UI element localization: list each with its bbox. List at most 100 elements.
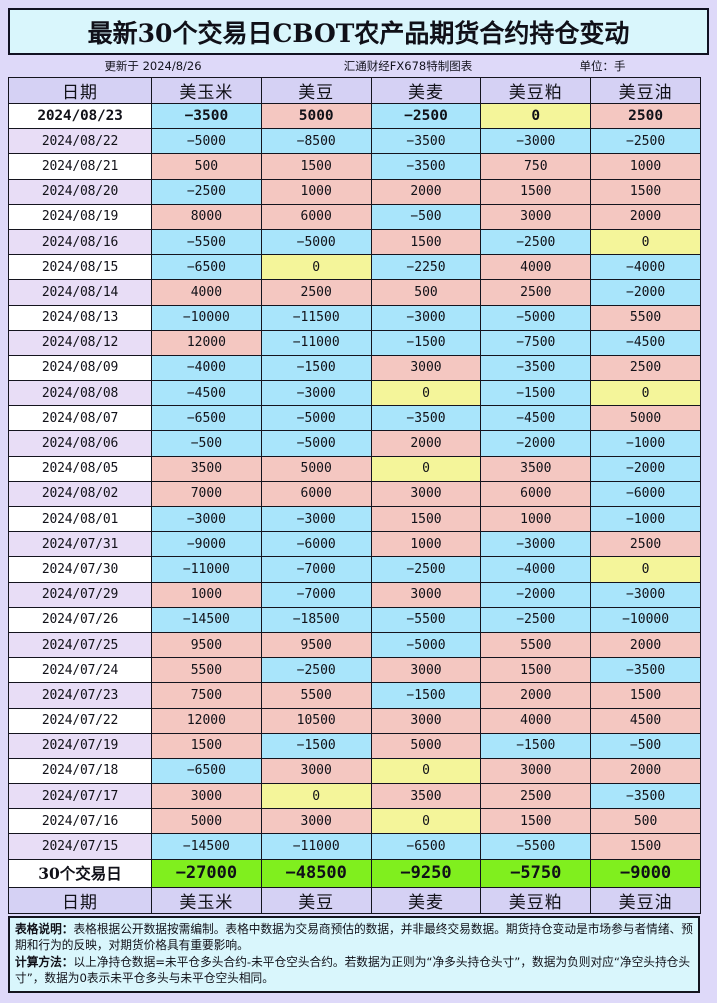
table-row: 2024/08/16 −5500 −5000 1500 −2500 0 [8, 228, 701, 256]
column-footer-date: 日期 [8, 886, 152, 914]
cell-soybean: 0 [260, 783, 372, 810]
note-description-text: 表格根据公开数据按需编制。表格中数据为交易商预估的数据，并非最终交易数据。期货持… [15, 921, 693, 953]
cell-soymeal: 2500 [480, 783, 592, 810]
cell-soyoil: −6000 [590, 480, 701, 508]
table-row: 2024/08/01 −3000 −3000 1500 1000 −1000 [8, 505, 701, 533]
cell-soymeal: 5500 [480, 631, 592, 659]
cell-wheat: 3500 [370, 783, 482, 810]
cell-wheat: −1500 [370, 682, 482, 709]
cell-date: 2024/07/15 [8, 833, 152, 860]
cell-soymeal: −2500 [480, 606, 592, 633]
table-row: 2024/07/23 7500 5500 −1500 2000 1500 [8, 682, 701, 709]
cell-date: 2024/07/17 [8, 783, 152, 810]
table-row: 2024/07/22 12000 10500 3000 4000 4500 [8, 707, 701, 734]
cell-soybean: −1500 [260, 732, 372, 759]
cell-soybean: 1500 [260, 153, 372, 180]
cell-date: 2024/08/06 [8, 430, 152, 457]
cell-corn: 7500 [151, 682, 262, 709]
table-row: 2024/07/24 5500 −2500 3000 1500 −3500 [8, 657, 701, 684]
table-row: 2024/08/12 12000 −11000 −1500 −7500 −4500 [8, 329, 701, 356]
table-header-row-top: 日期 美玉米 美豆 美麦 美豆粕 美豆油 [8, 77, 701, 104]
cell-date: 2024/08/13 [8, 304, 152, 331]
table-row: 2024/08/15 −6500 0 −2250 4000 −4000 [8, 254, 701, 281]
cell-corn: 12000 [151, 329, 262, 356]
cell-corn: −5500 [151, 228, 262, 256]
column-header-soymeal: 美豆粕 [480, 77, 592, 104]
cell-corn: 1000 [151, 581, 262, 608]
note-description-label: 表格说明： [15, 921, 74, 936]
cell-soybean: −1500 [260, 354, 372, 382]
cell-soymeal: −4500 [480, 405, 592, 432]
cell-date: 2024/08/01 [8, 505, 152, 533]
cell-soyoil: 4500 [590, 707, 701, 734]
cell-soymeal: −2000 [480, 581, 592, 608]
cell-corn: −500 [151, 430, 262, 457]
table-row: 2024/08/08 −4500 −3000 0 −1500 0 [8, 380, 701, 407]
cell-soybean: −7000 [260, 556, 372, 583]
cell-corn: −9000 [151, 531, 262, 558]
summary-soyoil: −9000 [590, 858, 701, 888]
cell-soybean: −5000 [260, 430, 372, 457]
cell-wheat: 3000 [370, 657, 482, 684]
updated-date: 更新于 2024/8/26 [104, 59, 202, 73]
table-row: 2024/08/23 −3500 5000 −2500 0 2500 [8, 102, 701, 130]
cell-corn: 5500 [151, 657, 262, 684]
cell-soyoil: 5000 [590, 405, 701, 432]
cell-soymeal: −3000 [480, 128, 592, 155]
table-row: 2024/07/26 −14500 −18500 −5500 −2500 −10000 [8, 606, 701, 633]
cell-soymeal: 3000 [480, 757, 592, 785]
cell-date: 2024/08/02 [8, 480, 152, 508]
cell-soybean: −6000 [260, 531, 372, 558]
cell-soyoil: −10000 [590, 606, 701, 633]
cell-date: 2024/08/09 [8, 354, 152, 382]
cell-wheat: −3500 [370, 405, 482, 432]
summary-row: 30个交易日 −27000 −48500 −9250 −5750 −9000 [8, 858, 701, 888]
cell-wheat: 0 [370, 455, 482, 482]
cell-corn: −3000 [151, 505, 262, 533]
cell-wheat: 2000 [370, 430, 482, 457]
cell-soymeal: 6000 [480, 480, 592, 508]
table-row: 2024/07/19 1500 −1500 5000 −1500 −500 [8, 732, 701, 759]
cell-corn: −4500 [151, 380, 262, 407]
cell-corn: 5000 [151, 808, 262, 835]
cell-soyoil: 500 [590, 808, 701, 835]
cell-wheat: 3000 [370, 707, 482, 734]
table-row: 2024/08/19 8000 6000 −500 3000 2000 [8, 203, 701, 230]
cell-soymeal: −4000 [480, 556, 592, 583]
summary-soybean: −48500 [260, 858, 372, 888]
cell-wheat: −6500 [370, 833, 482, 860]
cell-soybean: −2500 [260, 657, 372, 684]
cell-corn: −14500 [151, 833, 262, 860]
cell-soymeal: 750 [480, 153, 592, 180]
cell-soybean: 6000 [260, 480, 372, 508]
table-row: 2024/08/21 500 1500 −3500 750 1000 [8, 153, 701, 180]
table-row: 2024/07/15 −14500 −11000 −6500 −5500 1500 [8, 833, 701, 860]
cell-soyoil: −3000 [590, 581, 701, 608]
note-description: 表格说明：表格根据公开数据按需编制。表格中数据为交易商预估的数据，并非最终交易数… [15, 921, 693, 954]
cell-corn: −11000 [151, 556, 262, 583]
cell-wheat: 2000 [370, 178, 482, 205]
cell-date: 2024/07/29 [8, 581, 152, 608]
cell-date: 2024/08/08 [8, 380, 152, 407]
cell-date: 2024/08/12 [8, 329, 152, 356]
cell-soymeal: 3500 [480, 455, 592, 482]
cell-soybean: −11500 [260, 304, 372, 331]
summary-label: 30个交易日 [8, 858, 152, 888]
column-header-soyoil: 美豆油 [590, 77, 701, 104]
table-row: 2024/08/09 −4000 −1500 3000 −3500 2500 [8, 354, 701, 382]
cell-corn: 500 [151, 153, 262, 180]
cell-corn: 8000 [151, 203, 262, 230]
cell-date: 2024/07/19 [8, 732, 152, 759]
cell-wheat: 3000 [370, 354, 482, 382]
cell-soybean: 6000 [260, 203, 372, 230]
note-method-text: 以上净持仓数据=未平仓多头合约-未平仓空头合约。若数据为正则为“净多头持仓头寸”… [15, 954, 691, 986]
cell-date: 2024/08/20 [8, 178, 152, 205]
cell-corn: −6500 [151, 254, 262, 281]
cell-wheat: −2500 [370, 102, 482, 130]
cell-date: 2024/08/19 [8, 203, 152, 230]
cell-soymeal: 1000 [480, 505, 592, 533]
cell-soyoil: −2000 [590, 279, 701, 306]
cell-corn: −5000 [151, 128, 262, 155]
cell-soymeal: −3000 [480, 531, 592, 558]
